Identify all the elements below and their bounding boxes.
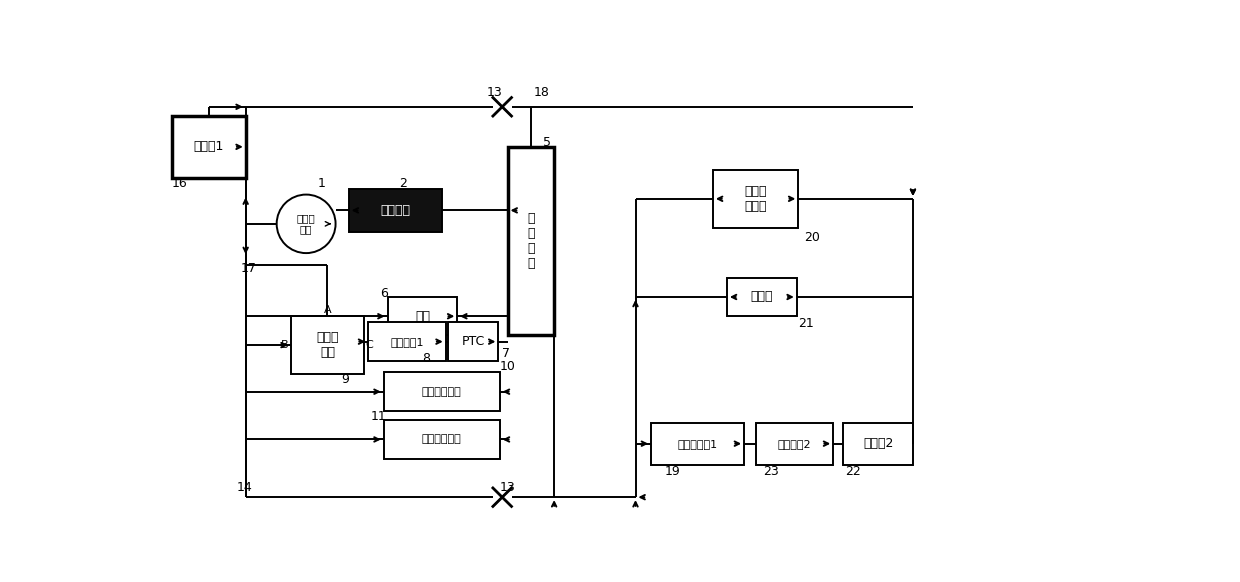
Text: 10: 10 bbox=[500, 360, 516, 373]
Text: 16: 16 bbox=[172, 178, 187, 190]
Bar bbox=[368, 322, 445, 361]
Text: 22: 22 bbox=[844, 465, 861, 478]
Text: 变速筱油冷器: 变速筱油冷器 bbox=[422, 434, 461, 445]
Bar bbox=[383, 372, 500, 411]
Text: B: B bbox=[280, 340, 288, 350]
Text: 缸盖水套: 缸盖水套 bbox=[381, 204, 410, 217]
Bar bbox=[383, 420, 500, 459]
Bar bbox=[843, 423, 913, 465]
Text: 17: 17 bbox=[241, 262, 257, 275]
Text: 19: 19 bbox=[665, 465, 681, 478]
Text: 第一三
通阀: 第一三 通阀 bbox=[316, 331, 339, 359]
Bar bbox=[290, 316, 365, 374]
Text: 1: 1 bbox=[317, 178, 326, 190]
Polygon shape bbox=[494, 488, 511, 506]
Text: 发动机
水泵: 发动机 水泵 bbox=[296, 213, 315, 235]
Text: 6: 6 bbox=[379, 287, 388, 300]
Bar bbox=[713, 170, 799, 228]
Text: 7: 7 bbox=[502, 347, 510, 360]
Bar bbox=[387, 297, 458, 335]
Bar bbox=[651, 423, 744, 465]
Text: 增压器
冷却器: 增压器 冷却器 bbox=[744, 185, 766, 213]
Text: 发动机油冷器: 发动机油冷器 bbox=[422, 386, 461, 397]
Text: 电子水泵2: 电子水泵2 bbox=[777, 439, 811, 449]
Text: PTC: PTC bbox=[461, 335, 485, 348]
Text: 13: 13 bbox=[500, 481, 516, 495]
Bar bbox=[172, 116, 246, 178]
Polygon shape bbox=[494, 488, 511, 506]
Bar bbox=[507, 147, 554, 335]
Text: 电子水泵1: 电子水泵1 bbox=[391, 336, 424, 347]
Text: 14: 14 bbox=[237, 481, 252, 495]
Text: 中冷器: 中冷器 bbox=[750, 290, 773, 303]
Bar bbox=[755, 423, 833, 465]
Text: A: A bbox=[324, 305, 331, 315]
Text: C: C bbox=[365, 340, 373, 350]
Bar bbox=[348, 189, 441, 232]
Text: 5: 5 bbox=[543, 137, 551, 150]
Text: 18: 18 bbox=[533, 87, 549, 100]
Polygon shape bbox=[494, 98, 511, 116]
Text: 2: 2 bbox=[399, 178, 407, 190]
Polygon shape bbox=[494, 98, 511, 116]
Bar bbox=[448, 322, 498, 361]
Text: 21: 21 bbox=[799, 317, 813, 331]
Text: 暖通: 暖通 bbox=[415, 310, 430, 323]
Text: 调
温
器
坐: 调 温 器 坐 bbox=[527, 212, 534, 270]
Text: 8: 8 bbox=[423, 352, 430, 365]
Bar bbox=[727, 278, 797, 316]
Text: 低温散热器1: 低温散热器1 bbox=[677, 439, 718, 449]
Text: 蓄水壶2: 蓄水壶2 bbox=[863, 437, 893, 450]
Text: 20: 20 bbox=[805, 231, 821, 244]
Text: 13: 13 bbox=[486, 87, 502, 100]
Text: 蓄水壶1: 蓄水壶1 bbox=[193, 140, 224, 153]
Text: 23: 23 bbox=[764, 465, 779, 478]
Text: 11: 11 bbox=[371, 410, 386, 423]
Text: 9: 9 bbox=[341, 373, 348, 386]
